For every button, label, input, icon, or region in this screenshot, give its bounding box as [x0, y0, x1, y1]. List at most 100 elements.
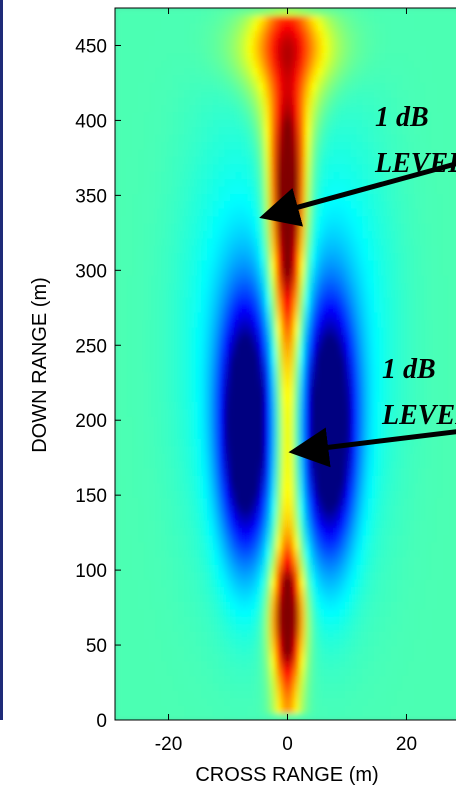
heatmap-cell [184, 119, 191, 128]
heatmap-cell [195, 542, 202, 551]
heatmap-cell [258, 111, 266, 120]
heatmap-cell [281, 245, 289, 254]
heatmap-cell [126, 631, 133, 640]
heatmap-cell [276, 37, 283, 46]
heatmap-cell [402, 453, 409, 462]
heatmap-cell [166, 571, 174, 580]
heatmap-cell [143, 178, 151, 187]
heatmap-cell [339, 512, 346, 521]
heatmap-cell [218, 304, 225, 313]
heatmap-cell [316, 364, 323, 373]
heatmap-cell [339, 616, 346, 625]
heatmap-cell [155, 15, 162, 24]
heatmap-cell [402, 208, 409, 217]
heatmap-cell [149, 8, 156, 17]
heatmap-cell [126, 97, 133, 106]
heatmap-cell [356, 237, 363, 246]
heatmap-cell [178, 386, 185, 395]
heatmap-cell [178, 89, 185, 98]
heatmap-cell [138, 67, 145, 76]
heatmap-cell [166, 52, 174, 61]
heatmap-cell [235, 193, 243, 202]
heatmap-cell [391, 712, 398, 720]
heatmap-cell [276, 349, 283, 358]
heatmap-cell [350, 608, 358, 617]
heatmap-cell [310, 601, 317, 610]
heatmap-cell [264, 45, 271, 54]
heatmap-cell [143, 223, 151, 232]
heatmap-cell [149, 304, 156, 313]
heatmap-cell [189, 504, 197, 513]
heatmap-cell [356, 89, 363, 98]
heatmap-cell [391, 245, 398, 254]
heatmap-cell [132, 171, 139, 180]
heatmap-cell [207, 393, 214, 402]
heatmap-cell [224, 334, 231, 343]
heatmap-cell [373, 712, 381, 720]
heatmap-cell [310, 141, 317, 150]
heatmap-cell [155, 275, 162, 284]
heatmap-cell [408, 245, 415, 254]
heatmap-cell [396, 326, 404, 335]
heatmap-cell [189, 668, 197, 677]
heatmap-cell [212, 141, 220, 150]
heatmap-cell [402, 82, 409, 91]
heatmap-cell [373, 616, 381, 625]
heatmap-cell [385, 334, 392, 343]
heatmap-cell [201, 549, 208, 558]
heatmap-cell [247, 134, 254, 143]
heatmap-cell [241, 356, 248, 365]
heatmap-cell [132, 504, 139, 513]
heatmap-cell [235, 186, 243, 195]
heatmap-cell [362, 245, 369, 254]
heatmap-cell [287, 45, 294, 54]
heatmap-cell [195, 504, 202, 513]
heatmap-cell [345, 208, 352, 217]
heatmap-cell [327, 631, 335, 640]
heatmap-cell [132, 260, 139, 269]
heatmap-cell [322, 163, 329, 172]
heatmap-cell [166, 341, 174, 350]
heatmap-cell [207, 267, 214, 276]
heatmap-cell [218, 668, 225, 677]
heatmap-cell [362, 237, 369, 246]
heatmap-cell [316, 401, 323, 410]
heatmap-cell [287, 230, 294, 239]
heatmap-cell [230, 334, 237, 343]
heatmap-cell [276, 601, 283, 610]
heatmap-cell [356, 430, 363, 439]
heatmap-cell [368, 453, 375, 462]
heatmap-cell [166, 260, 174, 269]
heatmap-cell [172, 482, 179, 491]
heatmap-cell [126, 89, 133, 98]
heatmap-cell [299, 527, 306, 536]
heatmap-cell [368, 534, 375, 543]
heatmap-cell [166, 623, 174, 632]
heatmap-cell [115, 171, 122, 180]
heatmap-cell [212, 549, 220, 558]
heatmap-cell [166, 304, 174, 313]
heatmap-cell [258, 571, 266, 580]
heatmap-cell [184, 579, 191, 588]
heatmap-cell [287, 267, 294, 276]
heatmap-cell [362, 267, 369, 276]
heatmap-cell [132, 52, 139, 61]
heatmap-cell [258, 163, 266, 172]
heatmap-cell [189, 104, 197, 113]
heatmap-cell [339, 631, 346, 640]
heatmap-cell [327, 237, 335, 246]
heatmap-cell [316, 289, 323, 298]
heatmap-cell [120, 378, 128, 387]
heatmap-cell [247, 126, 254, 135]
heatmap-cell [149, 252, 156, 261]
heatmap-cell [241, 638, 248, 647]
heatmap-cell [281, 356, 289, 365]
heatmap-cell [316, 200, 323, 209]
heatmap-cell [350, 119, 358, 128]
heatmap-cell [166, 608, 174, 617]
heatmap-cell [132, 334, 139, 343]
heatmap-cell [143, 668, 151, 677]
heatmap-cell [235, 401, 243, 410]
heatmap-cell [115, 22, 122, 31]
heatmap-cell [212, 645, 220, 654]
